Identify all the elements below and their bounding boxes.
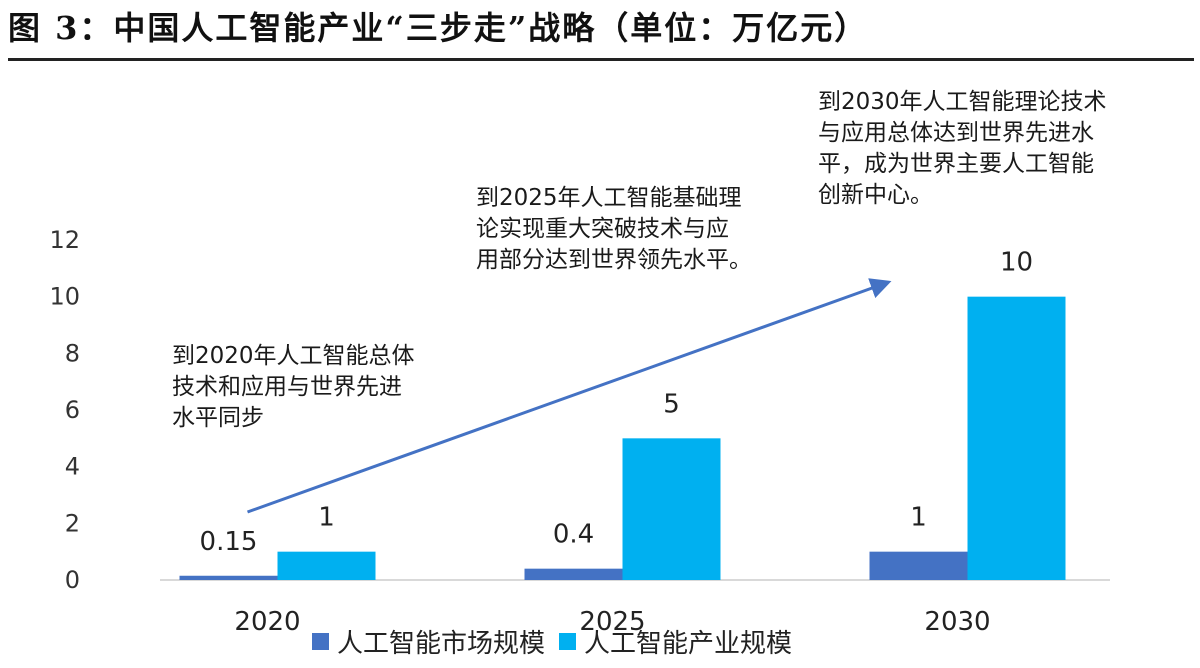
y-axis: 0 2 4 6 8 10 12 — [49, 226, 80, 594]
bar-market-2020 — [179, 575, 278, 580]
data-label-market-2030: 1 — [910, 503, 927, 533]
annotation-2025: 到2025年人工智能基础理 论实现重大突破技术与应 用部分达到世界领先水平。 — [476, 185, 752, 273]
bars-group: 0.15 1 0.4 5 1 10 — [179, 248, 1066, 580]
y-tick-label: 0 — [65, 566, 80, 594]
legend-swatch-market — [312, 632, 329, 650]
annotation-2020: 到2020年人工智能总体 技术和应用与世界先进 水平同步 — [172, 343, 415, 431]
legend-swatch-industry — [559, 632, 577, 650]
legend-label-industry: 人工智能产业规模 — [584, 628, 793, 659]
y-tick-label: 12 — [49, 226, 80, 254]
bar-industry-2025 — [622, 438, 721, 580]
title-divider — [8, 58, 1194, 61]
legend: 人工智能市场规模 人工智能产业规模 — [312, 623, 806, 660]
y-tick-label: 10 — [49, 283, 80, 311]
x-axis: 2020 2025 2030 — [234, 607, 990, 637]
x-tick-label: 2020 — [234, 607, 300, 637]
y-tick-label: 2 — [65, 509, 80, 537]
y-tick-label: 4 — [65, 453, 80, 481]
y-tick-label: 6 — [65, 396, 80, 424]
legend-label-market: 人工智能市场规模 — [337, 628, 546, 659]
bar-market-2030 — [869, 551, 968, 580]
data-label-industry-2025: 5 — [663, 389, 680, 419]
y-tick-label: 8 — [65, 339, 80, 367]
chart-title: 图 3：中国人工智能产业“三步走”战略（单位：万亿元） — [8, 9, 869, 47]
data-label-industry-2020: 1 — [318, 503, 335, 533]
x-tick-label: 2025 — [579, 607, 645, 637]
legend-item-market: 人工智能市场规模 — [312, 623, 545, 660]
data-label-market-2020: 0.15 — [200, 527, 258, 557]
bar-industry-2020 — [277, 551, 376, 580]
data-label-market-2025: 0.4 — [553, 520, 594, 550]
bar-industry-2030 — [967, 296, 1066, 580]
bar-market-2025 — [524, 568, 623, 580]
annotation-2030: 到2030年人工智能理论技术 与应用总体达到世界先进水 平，成为世界主要人工智能… — [818, 89, 1107, 208]
x-tick-label: 2030 — [924, 607, 990, 637]
data-label-industry-2030: 10 — [1000, 248, 1033, 278]
legend-item-industry: 人工智能产业规模 — [559, 623, 792, 660]
trend-arrow — [246, 278, 892, 514]
